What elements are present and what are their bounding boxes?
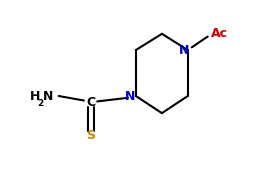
- Text: 2: 2: [37, 99, 43, 108]
- Text: N: N: [125, 89, 135, 102]
- Text: N: N: [43, 89, 54, 102]
- Text: C: C: [86, 96, 95, 109]
- Text: Ac: Ac: [211, 27, 228, 40]
- Text: H: H: [30, 89, 40, 102]
- Text: S: S: [86, 129, 95, 142]
- Text: N: N: [179, 44, 189, 57]
